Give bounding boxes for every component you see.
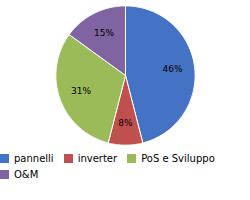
svg-text:8%: 8% [118, 118, 133, 128]
svg-text:46%: 46% [162, 64, 182, 74]
svg-text:31%: 31% [71, 86, 91, 96]
html-text:PoS e Sviluppo: PoS e Sviluppo [141, 152, 215, 164]
html-text:pannelli: pannelli [14, 152, 54, 164]
svg-text:15%: 15% [94, 28, 114, 38]
html-text:O&M: O&M [14, 169, 39, 181]
html-text:inverter: inverter [77, 152, 118, 164]
